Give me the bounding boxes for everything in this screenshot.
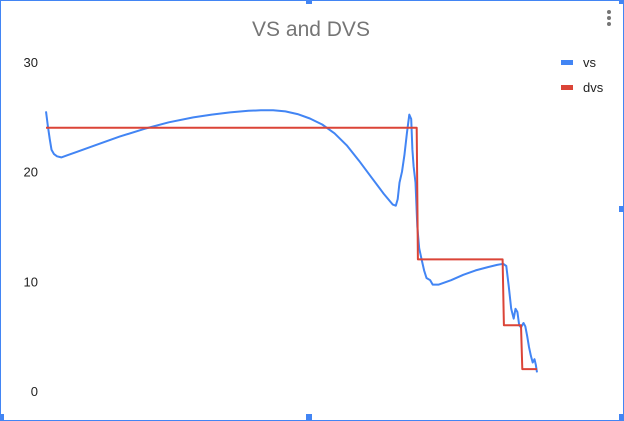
legend-swatch-dvs bbox=[561, 85, 573, 90]
legend[interactable]: vs dvs bbox=[561, 55, 604, 95]
resize-handle-bottom-left[interactable] bbox=[0, 414, 4, 420]
legend-swatch-vs bbox=[561, 60, 573, 65]
y-tick-label: 0 bbox=[31, 384, 38, 399]
resize-handle-bottom[interactable] bbox=[306, 414, 312, 420]
legend-label-dvs[interactable]: dvs bbox=[583, 80, 604, 95]
legend-label-vs[interactable]: vs bbox=[583, 55, 597, 70]
y-tick-label: 30 bbox=[24, 55, 38, 70]
resize-handle-top-right[interactable] bbox=[619, 0, 624, 4]
resize-handle-right[interactable] bbox=[619, 206, 624, 212]
resize-handle-bottom-right[interactable] bbox=[619, 414, 624, 420]
more-vert-icon[interactable] bbox=[602, 10, 616, 28]
resize-handle-top[interactable] bbox=[306, 0, 312, 4]
y-axis-tick-labels: 0 10 20 30 bbox=[24, 55, 38, 399]
series-layer bbox=[45, 109, 538, 373]
y-tick-label: 20 bbox=[24, 165, 38, 180]
series-line-vs[interactable] bbox=[45, 109, 538, 373]
y-tick-label: 10 bbox=[24, 274, 38, 289]
chart-title: VS and DVS bbox=[252, 18, 370, 41]
series-line-dvs[interactable] bbox=[46, 126, 537, 371]
